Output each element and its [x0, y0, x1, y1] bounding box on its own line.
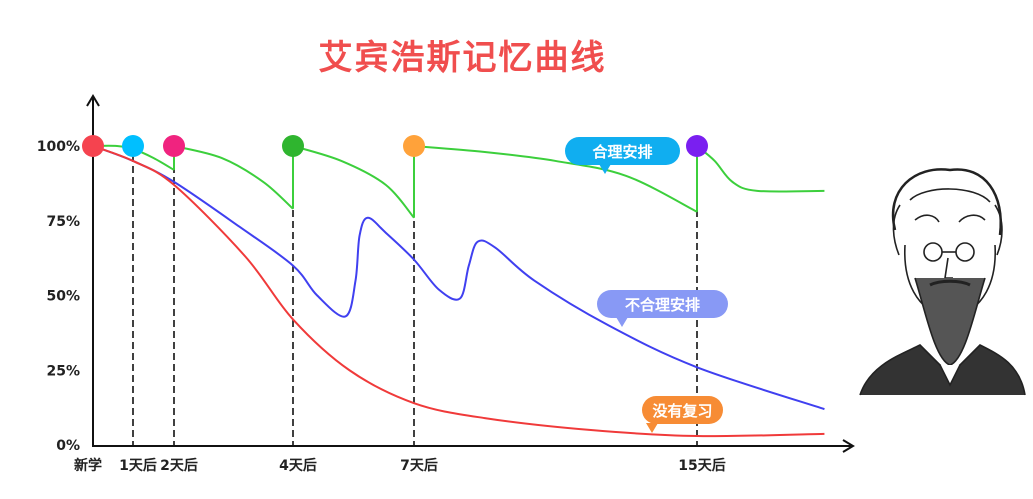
series-label: 不合理安排	[625, 296, 700, 314]
review-marker-dot	[82, 135, 104, 157]
bubble-background	[565, 137, 680, 165]
x-tick-label: 新学	[74, 457, 102, 474]
series-label-bubble: 不合理安排	[597, 290, 728, 327]
bubble-background	[642, 396, 723, 424]
x-tick-label: 15天后	[678, 457, 725, 474]
y-tick-label: 25%	[46, 363, 80, 379]
x-tick-label: 1天后	[119, 457, 157, 474]
review-marker-dot	[403, 135, 425, 157]
bubble-tail	[599, 164, 611, 174]
y-tick-label: 0%	[56, 438, 80, 454]
series-line-reasonable-segment	[413, 145, 698, 213]
series-line-no-review	[92, 145, 825, 438]
y-tick-label: 75%	[46, 214, 80, 230]
review-marker-dot	[163, 135, 185, 157]
x-axis-arrow	[842, 439, 855, 453]
review-marker-dot	[282, 135, 304, 157]
series-label: 合理安排	[591, 143, 652, 161]
series-line-reasonable-segment	[292, 145, 415, 219]
series-line-unreasonable	[92, 145, 825, 411]
series-label-bubble: 没有复习	[642, 396, 723, 433]
y-axis-arrow	[86, 94, 100, 107]
x-tick-label: 7天后	[400, 457, 438, 474]
chart-title: 艾宾浩斯记忆曲线	[318, 38, 607, 78]
y-tick-label: 100%	[37, 139, 80, 155]
bubble-tail	[616, 317, 628, 327]
review-marker-dot	[122, 135, 144, 157]
series-label: 没有复习	[652, 402, 712, 420]
review-marker-dot	[686, 135, 708, 157]
bubble-tail	[646, 423, 658, 433]
x-tick-label: 4天后	[279, 457, 317, 474]
bubble-background	[597, 290, 728, 318]
ebbinghaus-portrait	[859, 168, 1026, 396]
y-tick-label: 50%	[46, 289, 80, 305]
x-tick-label: 2天后	[160, 457, 198, 474]
series-line-reasonable-segment	[696, 145, 825, 193]
series-line-reasonable-segment	[173, 145, 294, 210]
series-label-bubble: 合理安排	[565, 137, 680, 174]
